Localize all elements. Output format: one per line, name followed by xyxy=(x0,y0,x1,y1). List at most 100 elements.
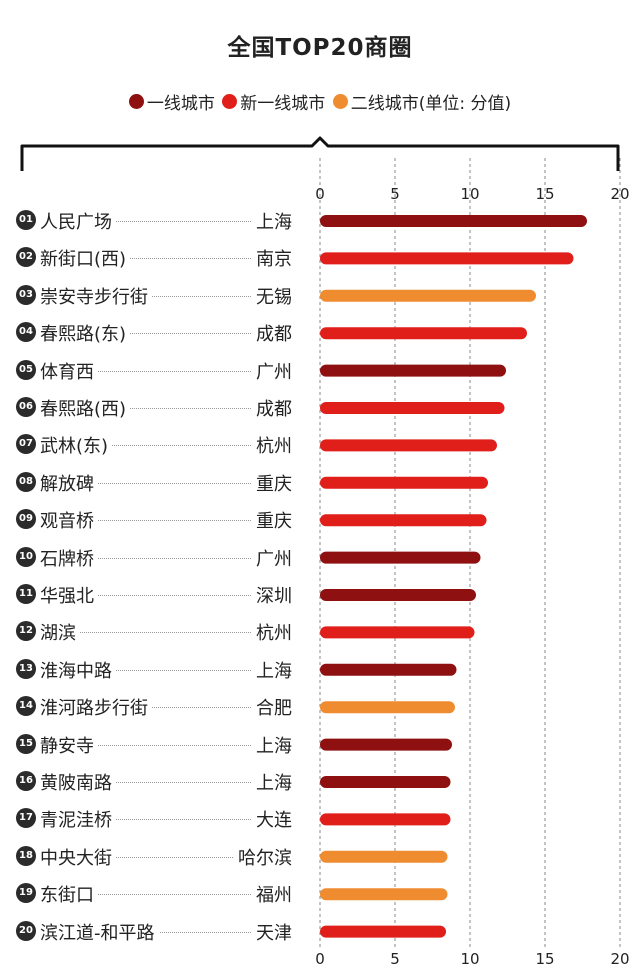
x-tick-label-bottom: 0 xyxy=(315,950,325,968)
leader-dots xyxy=(40,482,283,484)
city-name: 合肥 xyxy=(252,694,292,721)
leader-dots xyxy=(40,856,283,858)
leader-dots xyxy=(40,744,283,746)
leader-dots xyxy=(40,669,283,671)
legend-label-new-tier1: 新一线城市 xyxy=(240,94,326,114)
legend-dot-tier2 xyxy=(332,94,348,109)
district-name: 崇安寺步行街 xyxy=(40,282,152,309)
rank-badge: 13 xyxy=(16,658,36,679)
rank-badge: 15 xyxy=(16,733,36,754)
bar xyxy=(320,252,574,265)
bar xyxy=(320,663,457,676)
rank-badge: 03 xyxy=(16,284,36,305)
legend-dot-new-tier1 xyxy=(222,94,238,109)
district-name: 体育西 xyxy=(40,357,98,384)
x-tick-label-top: 15 xyxy=(535,185,554,203)
city-name: 天津 xyxy=(252,918,292,945)
bar xyxy=(320,813,451,826)
leader-dots xyxy=(40,445,283,447)
leader-dots xyxy=(40,782,283,783)
rank-badge: 06 xyxy=(16,397,36,417)
table-row: 18 中央大街 哈尔滨 xyxy=(0,842,310,872)
x-tick-label-top: 20 xyxy=(610,185,629,203)
table-row: 02 新街口(西) 南京 xyxy=(0,243,310,273)
table-row: 08 解放碑 重庆 xyxy=(0,468,310,498)
district-name: 滨江道-和平路 xyxy=(40,918,159,945)
rank-badge: 04 xyxy=(16,322,36,343)
district-name: 淮海中路 xyxy=(40,656,116,683)
bar xyxy=(320,888,448,901)
x-tick-label-top: 10 xyxy=(460,185,479,203)
x-tick-label-bottom: 15 xyxy=(535,950,554,968)
rank-badge: 10 xyxy=(16,546,36,567)
district-name: 新街口(西) xyxy=(40,245,131,272)
city-name: 广州 xyxy=(252,544,292,571)
rank-badge: 16 xyxy=(16,771,36,791)
leader-dots xyxy=(40,894,283,896)
city-name: 成都 xyxy=(252,320,292,347)
leader-dots xyxy=(40,221,283,222)
rank-badge: 01 xyxy=(16,210,36,230)
leader-dots xyxy=(40,408,283,409)
table-row: 10 石牌桥 广州 xyxy=(0,543,310,573)
leader-dots xyxy=(40,258,283,260)
bar xyxy=(320,215,587,227)
city-name: 上海 xyxy=(252,656,292,683)
bar xyxy=(320,589,476,601)
table-row: 07 武林(东) 杭州 xyxy=(0,430,310,460)
bar xyxy=(320,850,448,863)
city-name: 杭州 xyxy=(252,619,292,646)
x-tick-label-bottom: 5 xyxy=(390,950,400,968)
bar xyxy=(320,439,497,452)
bar xyxy=(320,925,446,938)
table-row: 20 滨江道-和平路 天津 xyxy=(0,917,310,947)
district-name: 黄陂南路 xyxy=(40,769,116,795)
leader-dots xyxy=(40,595,283,596)
district-name: 淮河路步行街 xyxy=(40,694,152,721)
city-name: 重庆 xyxy=(252,507,292,534)
city-name: 广州 xyxy=(252,357,292,384)
rank-badge: 07 xyxy=(16,434,36,455)
table-row: 06 春熙路(西) 成都 xyxy=(0,393,310,423)
table-row: 01 人民广场 上海 xyxy=(0,206,310,236)
leader-dots xyxy=(40,931,283,933)
table-row: 16 黄陂南路 上海 xyxy=(0,767,310,797)
district-name: 华强北 xyxy=(40,582,98,608)
table-row: 14 淮河路步行街 合肥 xyxy=(0,692,310,722)
leader-dots xyxy=(40,295,283,297)
rank-badge: 17 xyxy=(16,808,36,829)
table-row: 12 湖滨 杭州 xyxy=(0,617,310,647)
x-tick-label-top: 5 xyxy=(390,185,400,203)
table-row: 05 体育西 广州 xyxy=(0,356,310,386)
district-name: 人民广场 xyxy=(40,208,116,234)
leader-dots xyxy=(40,819,283,821)
rank-badge: 20 xyxy=(16,920,36,941)
bar xyxy=(320,289,536,302)
legend-bracket xyxy=(20,136,620,171)
district-name: 春熙路(东) xyxy=(40,320,131,347)
leader-dots xyxy=(40,707,283,709)
x-tick-label-bottom: 10 xyxy=(460,950,479,968)
table-row: 17 青泥洼桥 大连 xyxy=(0,804,310,834)
rank-badge: 05 xyxy=(16,359,36,380)
rank-badge: 11 xyxy=(16,584,36,604)
city-name: 深圳 xyxy=(252,582,292,608)
legend-item-tier1: 一线城市 xyxy=(128,89,215,114)
rank-badge: 18 xyxy=(16,845,36,866)
leader-dots xyxy=(40,520,283,522)
table-row: 11 华强北 深圳 xyxy=(0,580,310,610)
x-tick-label-top: 0 xyxy=(315,185,325,203)
district-name: 东街口 xyxy=(40,881,98,908)
city-name: 重庆 xyxy=(252,469,292,496)
leader-dots xyxy=(40,370,283,372)
leader-dots xyxy=(40,333,283,335)
district-name: 青泥洼桥 xyxy=(40,806,116,833)
legend: 一线城市 新一线城市 二线城市(单位: 分值) xyxy=(0,89,640,114)
table-row: 04 春熙路(东) 成都 xyxy=(0,318,310,348)
rank-badge: 19 xyxy=(16,883,36,904)
bar xyxy=(320,776,451,788)
table-row: 13 淮海中路 上海 xyxy=(0,655,310,685)
district-name: 静安寺 xyxy=(40,731,98,758)
legend-dot-tier1 xyxy=(128,94,144,109)
city-name: 福州 xyxy=(252,881,292,908)
